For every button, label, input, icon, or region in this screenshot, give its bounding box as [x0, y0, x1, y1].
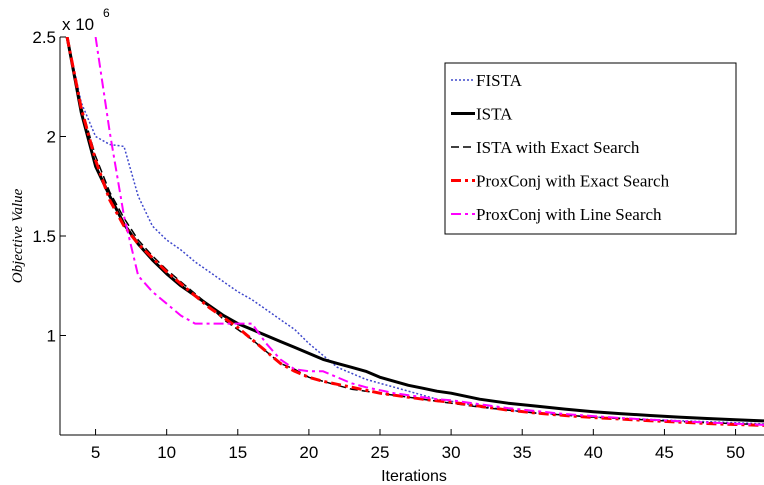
y-axis-label: Objective Value	[10, 188, 26, 283]
x-tick-label: 20	[299, 443, 318, 462]
x-axis-label: Iterations	[381, 468, 447, 485]
legend-label: ISTA	[476, 105, 513, 124]
x-tick-label: 15	[228, 443, 247, 462]
y-ticks: 1 1.5 2 2.5	[32, 28, 66, 346]
legend: FISTA ISTA ISTA with Exact Search ProxConj …	[444, 62, 737, 235]
x-tick-label: 30	[442, 443, 461, 462]
y-multiplier-base: x 10	[62, 15, 94, 34]
legend-label: ProxConj with Exact Search	[476, 172, 670, 191]
series-line-4	[65, 37, 764, 427]
legend-label: FISTA	[476, 71, 523, 90]
y-tick-label: 2.5	[32, 28, 56, 47]
legend-label: ProxConj with Line Search	[476, 205, 662, 224]
x-tick-label: 5	[91, 443, 100, 462]
x-tick-label: 50	[726, 443, 745, 462]
y-tick-label: 1.5	[32, 227, 56, 246]
x-tick-label: 45	[655, 443, 674, 462]
x-tick-label: 10	[157, 443, 176, 462]
series-layer	[65, 37, 764, 427]
x-ticks: 5 10 15 20 25 30 35 40 45 50	[91, 429, 745, 462]
series-line-5	[94, 37, 764, 426]
legend-box	[444, 62, 737, 235]
legend-label: ISTA with Exact Search	[476, 138, 640, 157]
y-tick-label: 2	[47, 128, 56, 147]
y-multiplier-exponent: 6	[103, 6, 110, 20]
legend-items: FISTA ISTA ISTA with Exact Search ProxConj …	[451, 71, 670, 224]
series-line-2	[65, 37, 764, 423]
x-tick-label: 25	[371, 443, 390, 462]
y-tick-label: 1	[47, 327, 56, 346]
y-multiplier: x 10 6	[62, 6, 110, 34]
x-tick-label: 35	[513, 443, 532, 462]
x-tick-label: 40	[584, 443, 603, 462]
